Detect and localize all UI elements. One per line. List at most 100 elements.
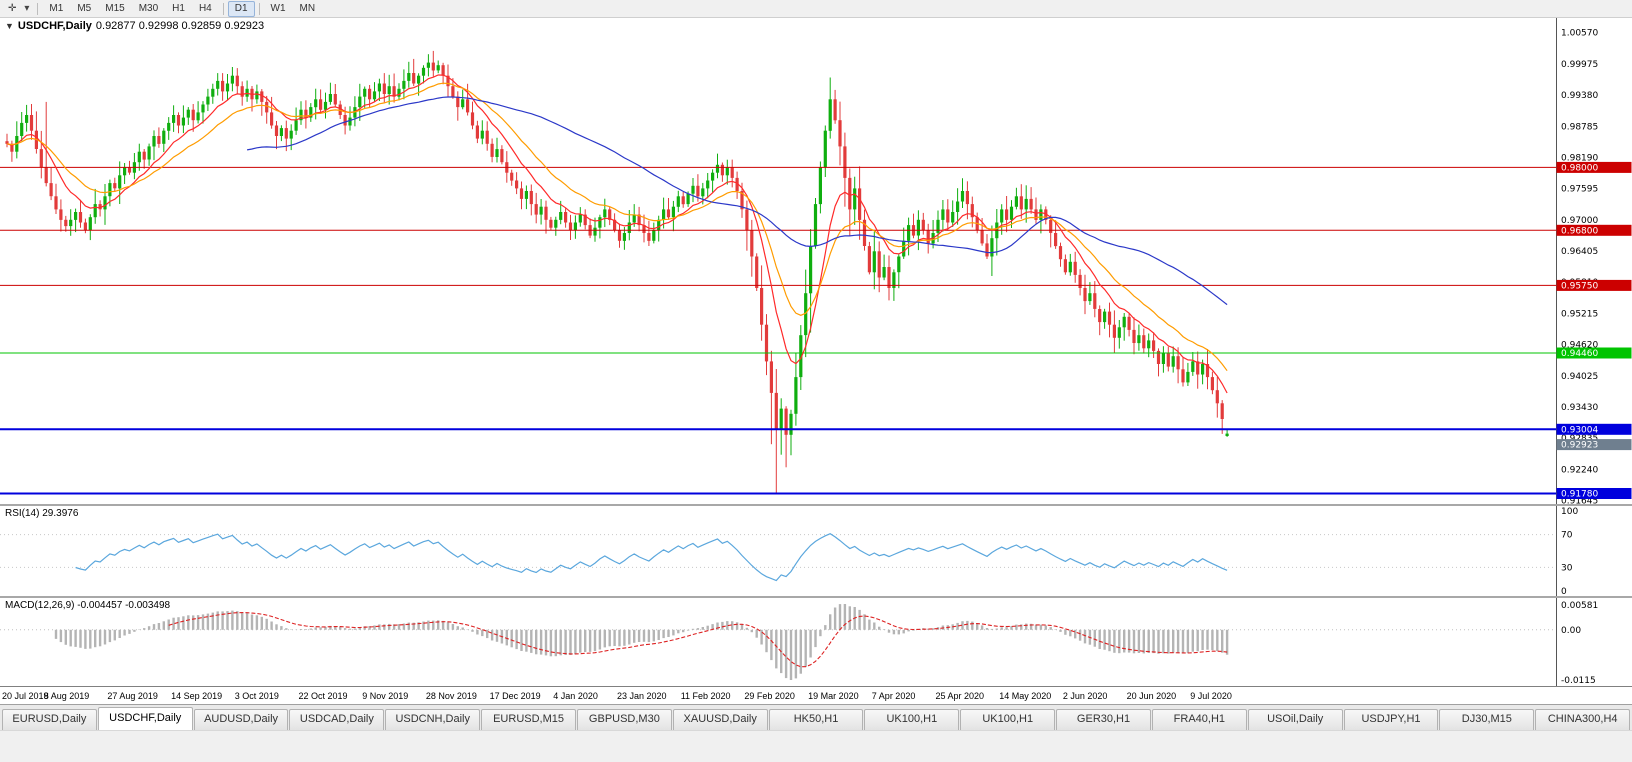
date-axis-label: 27 Aug 2019 <box>107 691 158 701</box>
crosshair-tool-icon[interactable]: ✛ <box>8 2 17 14</box>
price-chart-panel[interactable]: ▼ USDCHF,Daily 0.92877 0.92998 0.92859 0… <box>0 18 1632 504</box>
date-axis-label: 23 Jan 2020 <box>617 691 667 701</box>
price-tag-label: 0.98000 <box>1561 163 1598 173</box>
toolbar-separator <box>37 2 39 15</box>
chart-tab-usdjpy-h1[interactable]: USDJPY,H1 <box>1343 709 1439 730</box>
price-tag-label: 0.96800 <box>1561 226 1598 236</box>
panel-divider[interactable] <box>0 596 1632 598</box>
date-axis-label: 19 Mar 2020 <box>808 691 859 701</box>
price-axis-label: 0.96405 <box>1561 247 1598 257</box>
price-tag <box>1556 161 1632 173</box>
panel-divider[interactable] <box>0 504 1632 506</box>
horizontal-lines-layer <box>0 166 1556 495</box>
price-tag <box>1556 488 1632 499</box>
date-axis-label: 25 Apr 2020 <box>935 691 985 701</box>
chart-tab-usoil-daily[interactable]: USOil,Daily <box>1247 709 1343 730</box>
rsi-axis-label: 0 <box>1561 587 1567 596</box>
macd-signal-line <box>168 612 1228 668</box>
timeframe-button-d1[interactable]: D1 <box>227 0 255 17</box>
ma-slow-blue <box>246 96 1228 306</box>
date-axis-label: 29 Feb 2020 <box>744 691 795 701</box>
timeframe-button-m15[interactable]: M15 <box>105 2 125 14</box>
timeframe-button-h4[interactable]: H4 <box>198 2 212 14</box>
date-axis-label: 9 Nov 2019 <box>362 691 409 701</box>
date-axis-label: 7 Apr 2020 <box>871 691 916 701</box>
date-axis-label: 28 Nov 2019 <box>425 691 477 701</box>
price-axis-label: 0.95215 <box>1561 309 1598 319</box>
price-axis-label: 0.94620 <box>1561 341 1598 351</box>
chart-tab-eurusd-m15[interactable]: EURUSD,M15 <box>481 709 576 730</box>
chart-tab-ger30-h1[interactable]: GER30,H1 <box>1056 709 1151 730</box>
chart-tab-xauusd-daily[interactable]: XAUUSD,Daily <box>672 709 768 730</box>
timeframe-button-mn[interactable]: MN <box>299 2 316 14</box>
price-axis-label: 0.97595 <box>1561 185 1598 195</box>
price-axis: 1.00570 0.99975 0.99380 0.98785 0.98190 0.975… <box>1556 18 1632 504</box>
date-axis-label: 4 Jan 2020 <box>553 691 598 701</box>
timeframe-button-m1[interactable]: M1 <box>49 2 64 14</box>
price-axis-label: 0.99380 <box>1561 91 1598 101</box>
macd-axis-label: 0.00 <box>1561 626 1581 636</box>
rsi-line <box>75 533 1228 582</box>
price-axis-label: 0.99975 <box>1561 60 1598 70</box>
chart-tab-uk100-h1[interactable]: UK100,H1 <box>864 709 960 730</box>
chart-tab-eurusd-daily[interactable]: EURUSD,Daily <box>2 709 97 730</box>
timeframe-button-h1[interactable]: H1 <box>172 2 185 14</box>
macd-indicator-label: MACD(12,26,9) -0.004457 -0.003498 <box>5 600 171 611</box>
price-axis-label: 0.93430 <box>1561 403 1598 413</box>
rsi-axis-label: 30 <box>1561 563 1573 573</box>
chart-tab-usdcnh-daily[interactable]: USDCNH,Daily <box>385 709 481 730</box>
macd-panel[interactable]: MACD(12,26,9) -0.004457 -0.003498 0.0058… <box>0 598 1632 686</box>
price-tag-label: 0.94460 <box>1561 349 1598 359</box>
candlestick-series <box>5 50 1229 493</box>
toolbar-separator <box>222 2 224 15</box>
rsi-axis-label: 100 <box>1561 507 1578 517</box>
chart-menu-icon[interactable]: ▼ <box>5 21 14 31</box>
rsi-indicator-label: RSI(14) 29.3976 <box>5 508 79 519</box>
chart-tab-fra40-h1[interactable]: FRA40,H1 <box>1151 709 1247 730</box>
date-axis-label: 14 Sep 2019 <box>171 691 223 701</box>
date-axis-label: 9 Jul 2020 <box>1190 691 1232 701</box>
macd-axis-label: 0.00581 <box>1561 601 1598 611</box>
chart-tab-usdchf-daily[interactable]: USDCHF,Daily <box>97 707 193 730</box>
price-axis-label: 0.98190 <box>1561 154 1598 164</box>
chart-tab-china300-h4[interactable]: CHINA300,H4 <box>1535 709 1631 730</box>
price-axis-label: 0.94025 <box>1561 372 1598 382</box>
price-tag-label: 0.93004 <box>1561 425 1598 435</box>
timeframe-button-w1[interactable]: W1 <box>270 2 286 14</box>
chart-tab-audusd-daily[interactable]: AUDUSD,Daily <box>193 709 289 730</box>
date-axis-label: 20 Jul 2019 <box>2 691 49 701</box>
timeframe-toolbar: ✛ ▾ M1 M5 M15 M30 H1 H4 D1 W1 MN <box>0 0 1632 18</box>
chart-title: ▼ USDCHF,Daily 0.92877 0.92998 0.92859 0… <box>5 20 264 32</box>
macd-plot[interactable]: 0.00581 0.00 -0.0115 <box>0 598 1632 686</box>
price-tag <box>1556 347 1632 359</box>
price-axis-label: 0.92240 <box>1561 465 1598 475</box>
date-axis-label: 14 May 2020 <box>999 691 1052 701</box>
price-axis-label: 0.98785 <box>1561 122 1598 132</box>
date-axis-label: 8 Aug 2019 <box>43 691 90 701</box>
price-tag <box>1556 423 1632 435</box>
chart-tab-usdcad-daily[interactable]: USDCAD,Daily <box>289 709 385 730</box>
macd-axis-label: -0.0115 <box>1561 676 1596 686</box>
price-axis-label: 1.00570 <box>1561 29 1598 39</box>
rsi-panel[interactable]: RSI(14) 29.3976 100 70 30 0 <box>0 506 1632 596</box>
chart-tabs: EURUSD,Daily USDCHF,Daily AUDUSD,Daily USDC… <box>0 704 1632 730</box>
timeframe-button-m30[interactable]: M30 <box>138 2 159 14</box>
chart-tab-dj30-m15[interactable]: DJ30,M15 <box>1439 709 1535 730</box>
price-tag <box>1556 439 1632 451</box>
toolbar-separator <box>258 2 260 15</box>
price-tag-label: 0.92923 <box>1561 441 1598 451</box>
date-axis-label: 2 Jun 2020 <box>1062 691 1108 701</box>
date-axis-label: 11 Feb 2020 <box>680 691 731 701</box>
price-tag-label: 0.91780 <box>1561 490 1598 500</box>
price-tag-label: 0.95750 <box>1561 281 1598 291</box>
ma-mid-orange <box>6 82 1228 372</box>
chart-tab-uk100-h1[interactable]: UK100,H1 <box>960 709 1056 730</box>
dropdown-caret-icon[interactable]: ▾ <box>24 2 30 14</box>
price-tag <box>1556 224 1632 236</box>
timeframe-button-m5[interactable]: M5 <box>77 2 92 14</box>
chart-tab-gbpusd-m30[interactable]: GBPUSD,M30 <box>576 709 672 730</box>
chart-symbol-period: USDCHF,Daily <box>17 20 92 32</box>
price-chart-plot[interactable]: 1.00570 0.99975 0.99380 0.98785 0.98190 0.975… <box>0 18 1632 504</box>
rsi-plot[interactable]: 100 70 30 0 <box>0 506 1632 596</box>
chart-tab-hk50-h1[interactable]: HK50,H1 <box>768 709 864 730</box>
